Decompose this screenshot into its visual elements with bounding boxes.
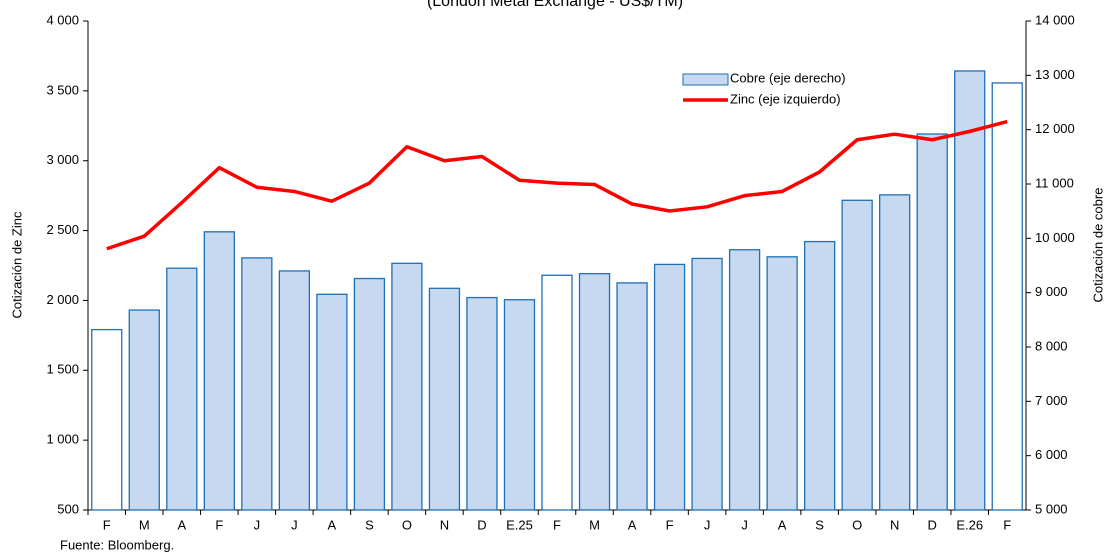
legend-label: Cobre (eje derecho): [730, 70, 846, 85]
x-tick-label: F: [666, 517, 674, 532]
x-tick-label: D: [928, 517, 937, 532]
y2-axis-title: Cotización de cobre: [1090, 188, 1105, 303]
bar: [241, 257, 273, 511]
bar: [203, 231, 235, 511]
x-tick-label: M: [589, 517, 600, 532]
x-tick-label: F: [103, 517, 111, 532]
x-tick-label: A: [177, 517, 186, 532]
y-tick-label: 1 000: [46, 432, 79, 447]
x-tick-label: F: [553, 517, 561, 532]
x-tick-label: A: [628, 517, 637, 532]
x-tick-label: D: [477, 517, 486, 532]
bar: [466, 296, 498, 511]
bar: [766, 256, 798, 511]
bar: [728, 249, 761, 511]
bar: [916, 133, 948, 511]
y2-tick-label: 11 000: [1035, 175, 1074, 190]
y2-tick-label: 8 000: [1035, 338, 1068, 353]
bar: [166, 267, 198, 511]
x-tick-label: J: [704, 517, 711, 532]
x-tick-label: S: [365, 517, 374, 532]
bar: [428, 287, 461, 511]
x-tick-label: F: [1003, 517, 1011, 532]
bar: [616, 282, 648, 511]
x-tick-label: A: [778, 517, 787, 532]
y-tick-label: 4 000: [46, 12, 79, 27]
legend-label: Zinc (eje izquierdo): [730, 91, 841, 106]
y-axis-title: Cotización de Zinc: [9, 211, 24, 318]
bar: [353, 277, 386, 511]
y2-tick-label: 6 000: [1035, 447, 1068, 462]
y2-tick-label: 5 000: [1035, 501, 1068, 516]
bar: [91, 328, 123, 511]
y-tick-label: 2 000: [46, 292, 79, 307]
x-tick-label: O: [852, 517, 862, 532]
x-tick-label: N: [890, 517, 899, 532]
y-tick-label: 3 000: [46, 152, 79, 167]
y-tick-label: 500: [57, 501, 79, 516]
y-tick-label: 3 500: [46, 82, 79, 97]
bar: [841, 199, 873, 511]
line: [106, 119, 1008, 251]
x-tick-label: J: [254, 517, 261, 532]
bar: [541, 274, 573, 511]
bar: [578, 272, 611, 511]
bar: [128, 309, 160, 511]
x-tick-label: S: [815, 517, 824, 532]
x-tick-label: N: [440, 517, 449, 532]
bar: [316, 293, 348, 511]
source: Fuente: Bloomberg.: [60, 537, 174, 552]
bar: [991, 82, 1023, 511]
bar: [278, 270, 311, 511]
y2-tick-label: 14 000: [1035, 12, 1075, 27]
bar: [803, 240, 836, 511]
x-tick-label: J: [291, 517, 298, 532]
y2-tick-label: 13 000: [1035, 67, 1075, 82]
bar: [391, 262, 423, 511]
x-tick-label: E.26: [956, 517, 983, 532]
y2-tick-label: 9 000: [1035, 284, 1068, 299]
bar: [879, 194, 911, 511]
x-tick-label: E.25: [506, 517, 533, 532]
y-tick-label: 2 500: [46, 222, 79, 237]
x-tick-label: A: [328, 517, 337, 532]
x-tick-label: F: [215, 517, 223, 532]
bar: [653, 263, 686, 511]
bar: [691, 257, 723, 511]
y2-tick-label: 12 000: [1035, 121, 1075, 136]
legend-swatch: [682, 73, 729, 86]
x-tick-label: M: [139, 517, 150, 532]
y2-tick-label: 7 000: [1035, 393, 1068, 408]
y2-tick-label: 10 000: [1035, 230, 1075, 245]
chart-subtitle: (London Metal Exchange - US$/TM): [427, 0, 683, 10]
x-tick-label: O: [402, 517, 412, 532]
bar: [954, 70, 986, 511]
x-tick-label: J: [741, 517, 748, 532]
bar: [503, 299, 536, 511]
y-tick-label: 1 500: [46, 362, 79, 377]
